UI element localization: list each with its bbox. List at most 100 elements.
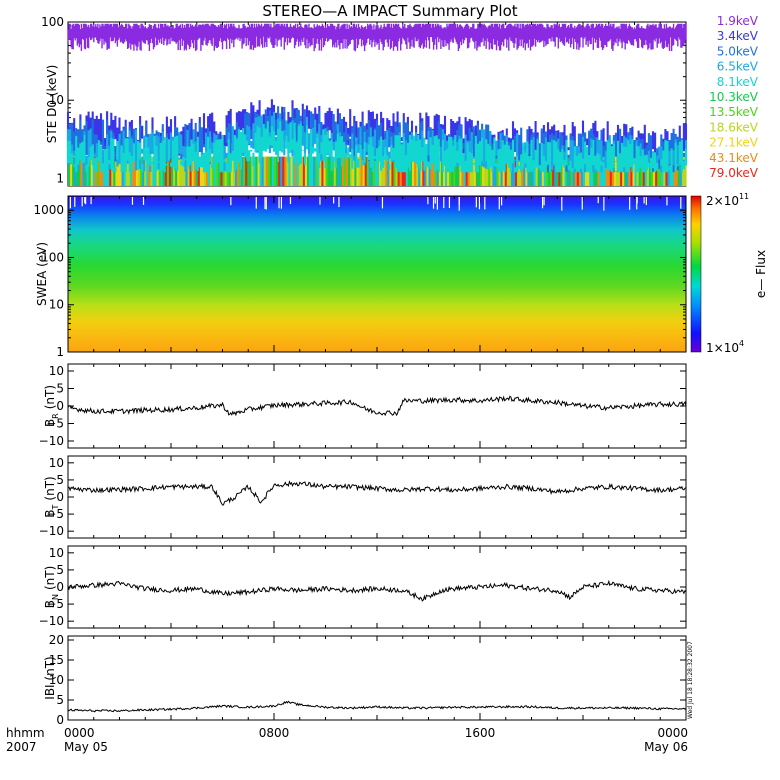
ste-low-channel-bar <box>236 156 240 186</box>
swea-ytick-label: 10 <box>49 298 64 312</box>
ste-low-channel-bar <box>601 156 605 186</box>
ste-low-channel-bar <box>278 156 281 186</box>
ste-low-channel-bar <box>677 156 681 186</box>
ste-legend-item: 10.3keV <box>709 90 759 104</box>
swea-gap <box>230 197 232 206</box>
bmag-ytick-label: 10 <box>49 673 64 687</box>
ste-low-channel-bar <box>138 156 141 186</box>
ste-low-channel-bar <box>253 156 257 186</box>
ste-low-channel-bar <box>372 156 376 186</box>
ste-low-channel-bar <box>179 156 182 186</box>
swea-spectrogram <box>68 196 686 352</box>
ste-low-channel-bar <box>154 156 158 186</box>
colorbar <box>690 195 702 353</box>
ste-low-channel-bar <box>523 156 526 186</box>
swea-gap <box>85 197 87 205</box>
swea-gap <box>319 197 321 205</box>
ste-low-channel-bar <box>259 156 263 186</box>
ste-series-1.9keV <box>67 23 687 52</box>
ste-low-channel-bar <box>321 156 325 186</box>
ste-low-channel-bar <box>430 156 434 186</box>
ste-low-channel-bar <box>362 156 366 186</box>
ste-low-channel-bar <box>420 156 423 186</box>
ste-low-channel-bar <box>156 156 160 186</box>
ste-low-channel-bar <box>276 156 279 186</box>
ste-legend-item: 5.0keV <box>717 44 759 58</box>
ste-low-channel-bar <box>168 156 172 186</box>
ste-low-channel-bar <box>607 156 611 186</box>
ste-low-channel-bar <box>414 156 417 186</box>
ste-low-channel-bar <box>644 156 648 186</box>
ste-low-channel-bar <box>269 156 273 186</box>
ste-series-8.1keV <box>66 121 688 173</box>
swea-gap <box>541 197 544 209</box>
ste-low-channel-bar <box>282 156 285 186</box>
swea-gap <box>484 197 486 210</box>
ste-low-channel-bar <box>309 156 312 186</box>
ste-low-channel-bar <box>306 156 310 186</box>
ste-low-channel-bar <box>341 156 345 186</box>
ste-low-channel-bar <box>333 156 337 186</box>
ste-low-channel-bar <box>471 156 475 186</box>
br-ytick-label: −5 <box>46 417 64 431</box>
ste-low-channel-bar <box>646 156 650 186</box>
ste-low-channel-bar <box>311 156 314 186</box>
ste-low-channel-bar <box>267 156 271 186</box>
ste-low-channel-bar <box>135 156 139 186</box>
ste-low-channel-bar <box>96 156 100 186</box>
swea-gap <box>629 197 631 210</box>
ste-low-channel-bar <box>243 156 246 186</box>
bt-panel: BT(nT) <box>43 455 687 539</box>
bn-ylabel: BN(nT) <box>43 566 60 609</box>
ste-low-channel-bar <box>568 156 572 186</box>
time-tick-date: May 05 <box>64 740 108 754</box>
ste-low-channel-bar <box>241 156 244 186</box>
ste-low-channel-bar <box>191 156 195 186</box>
swea-gap <box>448 197 451 209</box>
swea-gap <box>581 197 583 210</box>
br-ytick-label: 5 <box>56 382 64 396</box>
ste-low-channel-bar <box>302 156 306 186</box>
ste-low-channel-bar <box>175 156 178 186</box>
swea-gap <box>69 197 71 209</box>
br-ytick-label: 0 <box>56 399 64 413</box>
ste-low-channel-bar <box>358 156 362 186</box>
ste-low-channel-bar <box>346 156 349 186</box>
ste-low-channel-bar <box>337 156 341 186</box>
bt-line <box>67 480 687 506</box>
ste-low-channel-bar <box>442 156 446 186</box>
time-corner-label-year: 2007 <box>6 740 37 754</box>
ste-low-channel-bar <box>317 156 320 186</box>
ste-low-channel-bar <box>292 156 296 186</box>
ste-low-channel-bar <box>535 156 539 186</box>
swea-gap <box>333 197 335 204</box>
swea-ytick-label: 1000 <box>33 203 64 217</box>
ste-low-channel-bar <box>366 156 370 186</box>
ste-low-channel-bar <box>412 156 415 186</box>
ste-low-channel-bar <box>313 156 316 186</box>
ste-low-channel-bar <box>185 156 189 186</box>
swea-gap <box>338 197 340 208</box>
ste-low-channel-bar <box>335 156 339 186</box>
ste-legend-item: 27.1keV <box>709 136 759 150</box>
ste-low-channel-bar <box>550 156 553 186</box>
ste-legend-item: 8.1keV <box>717 75 759 89</box>
ste-low-channel-bar <box>103 156 106 186</box>
ste-low-channel-bar <box>315 156 318 186</box>
ste-low-channel-bar <box>356 156 360 186</box>
ste-legend-item: 79.0keV <box>709 166 759 180</box>
ste-low-channel-bar <box>605 156 609 186</box>
ste-low-channel-bar <box>115 156 119 186</box>
bt-ytick-label: 5 <box>56 473 64 487</box>
ste-low-channel-bar <box>344 156 347 186</box>
swea-gap <box>434 197 436 204</box>
ste-low-channel-bar <box>187 156 191 186</box>
bmag-line <box>67 700 687 713</box>
ste-ytick-label: 1 <box>56 171 64 185</box>
bn-yaxis: 10 5 0 −5 −10 <box>39 546 687 628</box>
ste-low-channel-bar <box>294 156 298 186</box>
ste-low-channel-bar <box>245 156 248 186</box>
ste-low-channel-bar <box>82 156 86 186</box>
ste-low-channel-bar <box>199 156 203 186</box>
